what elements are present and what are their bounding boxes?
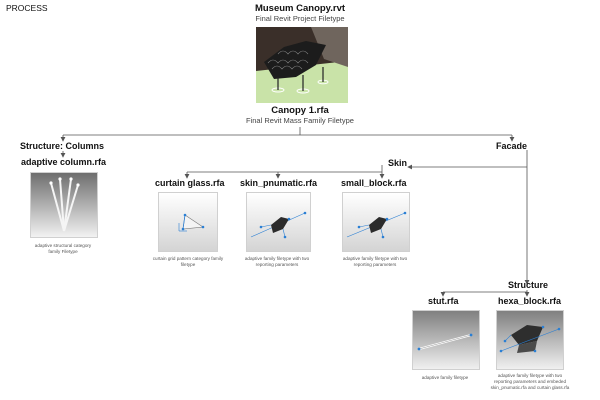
stut-title: stut.rfa [428, 296, 459, 306]
mass-title: Canopy 1.rfa [271, 105, 329, 116]
mass-node: Canopy 1.rfa Final Revit Mass Family Fil… [230, 105, 370, 125]
process-heading: PROCESS [6, 3, 48, 13]
project-title: Museum Canopy.rvt [254, 3, 346, 14]
skin-pnumatic-title: skin_pnumatic.rfa [240, 178, 318, 188]
stut-thumbnail [412, 310, 480, 370]
skin-pnumatic-thumbnail [246, 192, 311, 252]
small-block-caption: adaptive family filetype with two report… [342, 256, 408, 268]
adaptive-column-title: adaptive column.rfa [21, 157, 107, 167]
curtain-glass-caption: curtain grid pattern category family fil… [152, 256, 224, 268]
project-subtitle: Final Revit Project Filetype [255, 14, 345, 23]
adaptive-column-caption: adaptive structural category family File… [34, 243, 92, 255]
structure-label: Structure [508, 280, 549, 290]
hexa-block-caption: adaptive family filetype with two report… [490, 373, 570, 391]
facade-label: Facade [496, 141, 528, 151]
mass-subtitle: Final Revit Mass Family Filetype [246, 116, 354, 125]
small-block-title: small_block.rfa [341, 178, 407, 188]
structure-columns-label: Structure: Columns [20, 141, 105, 151]
adaptive-column-thumbnail [30, 172, 98, 238]
hexa-block-title: hexa_block.rfa [498, 296, 562, 306]
project-node: Museum Canopy.rvt Final Revit Project Fi… [230, 3, 370, 23]
stut-caption: adaptive family filetype [421, 375, 469, 380]
canopy-render-image [256, 27, 348, 103]
small-block-thumbnail [342, 192, 410, 252]
skin-pnumatic-caption: adaptive family filetype with two report… [244, 256, 310, 268]
skin-label: Skin [388, 158, 408, 168]
curtain-glass-title: curtain glass.rfa [155, 178, 225, 188]
curtain-glass-thumbnail [158, 192, 218, 252]
hexa-block-thumbnail [496, 310, 564, 370]
